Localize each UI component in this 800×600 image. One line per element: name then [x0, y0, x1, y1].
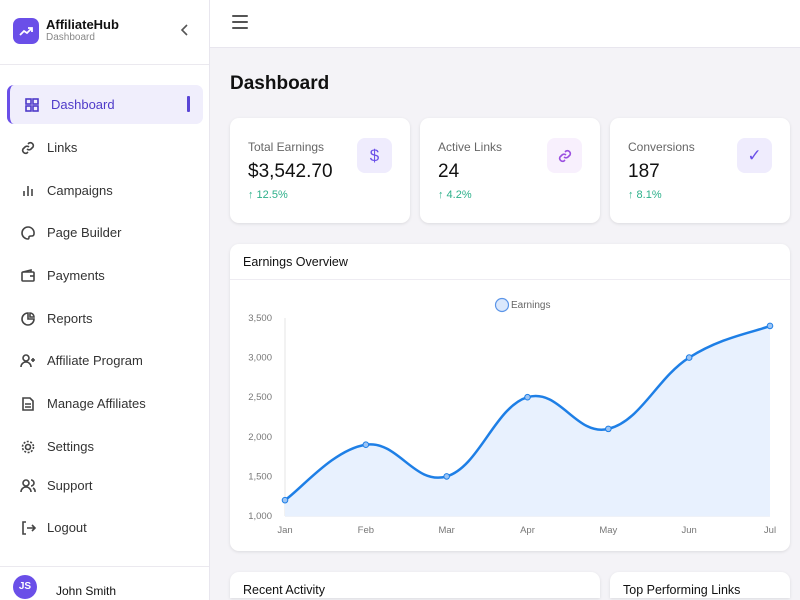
earnings-chart: 1,000 1,500 2,000 2,500 3,000 3,500 Jan Feb Mar A…	[248, 297, 776, 536]
bar-chart-icon	[23, 185, 33, 196]
users-icon	[20, 478, 36, 492]
active-indicator	[187, 96, 190, 112]
stat-change: ↑ 8.1%	[628, 189, 662, 201]
sidebar-item-reports[interactable]: Reports	[7, 299, 203, 338]
chevron-left-icon[interactable]	[178, 22, 192, 38]
stat-value: 24	[438, 161, 460, 182]
stat-card-conversions: Conversions 187 ↑ 8.1% ✓	[610, 118, 790, 223]
sidebar-item-affiliate-program[interactable]: Affiliate Program	[7, 341, 203, 380]
trending-up-icon	[13, 17, 39, 44]
series-area	[285, 325, 770, 516]
sidebar-item-label: Reports	[47, 311, 93, 326]
data-point	[362, 441, 370, 449]
link-icon	[547, 138, 582, 173]
sidebar-item-label: Links	[47, 140, 78, 155]
sidebar-item-logout[interactable]: Logout	[7, 508, 203, 547]
x-tick-label: May	[599, 525, 617, 536]
y-tick-label: 2,500	[248, 392, 272, 403]
data-point	[281, 496, 289, 504]
x-tick-label: Feb	[358, 525, 374, 536]
y-tick-label: 3,500	[248, 313, 272, 324]
pie-chart-icon	[21, 311, 35, 326]
sidebar-item-label: Campaigns	[47, 183, 113, 198]
data-point	[685, 354, 693, 361]
top-links-card: Top Performing Links	[610, 572, 790, 598]
sidebar: AffiliateHub Dashboard Dashboard Links Cam…	[0, 0, 210, 600]
divider	[0, 566, 209, 567]
stat-label: Total Earnings	[248, 140, 325, 154]
data-point	[443, 473, 450, 480]
sidebar-item-links[interactable]: Links	[7, 128, 203, 167]
card-title: Top Performing Links	[623, 583, 741, 597]
user-name: John Smith	[56, 584, 117, 598]
brand[interactable]: AffiliateHub Dashboard	[13, 17, 119, 44]
page-title: Dashboard	[230, 73, 330, 94]
x-tick-label: Jan	[277, 525, 292, 536]
sidebar-item-manage-affiliates[interactable]: Manage Affiliates	[7, 384, 203, 423]
menu-icon[interactable]	[232, 15, 248, 29]
data-point	[524, 393, 531, 401]
legend-label: Earnings	[511, 300, 550, 311]
stat-change: ↑ 12.5%	[248, 189, 288, 201]
sidebar-item-label: Logout	[47, 520, 87, 535]
sidebar-item-support[interactable]: Support	[7, 466, 203, 505]
topbar	[210, 0, 800, 48]
card-title: Recent Activity	[243, 583, 325, 597]
check-icon: ✓	[737, 138, 772, 173]
x-tick-label: Mar	[438, 525, 454, 536]
sidebar-item-label: Affiliate Program	[47, 353, 143, 368]
stat-card-total-earnings: Total Earnings $3,542.70 ↑ 12.5% $	[230, 118, 410, 223]
x-tick-label: Jun	[682, 525, 697, 536]
data-point	[766, 322, 774, 330]
y-tick-label: 1,000	[248, 511, 272, 522]
user-plus-icon	[20, 353, 35, 367]
divider	[230, 279, 790, 280]
sidebar-item-page-builder[interactable]: Page Builder	[7, 213, 203, 252]
divider	[0, 64, 209, 65]
x-tick-label: Apr	[520, 525, 535, 536]
stat-value: 187	[628, 161, 660, 182]
stat-value: $3,542.70	[248, 161, 333, 182]
palette-icon	[21, 225, 35, 240]
dollar-icon: $	[357, 138, 392, 173]
grid-icon	[25, 97, 39, 112]
stat-change: ↑ 4.2%	[438, 189, 472, 201]
brand-subtitle: Dashboard	[46, 32, 95, 43]
sidebar-item-campaigns[interactable]: Campaigns	[7, 171, 203, 210]
recent-activity-card: Recent Activity	[230, 572, 600, 598]
sidebar-item-dashboard[interactable]: Dashboard	[7, 85, 203, 124]
sidebar-item-label: Page Builder	[47, 225, 122, 240]
brand-name: AffiliateHub	[46, 17, 119, 32]
chart-title: Earnings Overview	[243, 255, 348, 269]
x-tick-label: Jul	[764, 525, 776, 536]
sidebar-item-label: Settings	[47, 439, 94, 454]
sidebar-item-label: Manage Affiliates	[47, 396, 146, 411]
document-icon	[22, 396, 34, 411]
earnings-chart-card: Earnings Overview 1,000 1,500 2,000 2,500 3,…	[230, 244, 790, 551]
y-tick-label: 2,000	[248, 432, 272, 443]
y-tick-label: 3,000	[248, 353, 272, 364]
gear-icon	[21, 440, 35, 453]
logout-icon	[22, 520, 36, 535]
stat-card-active-links: Active Links 24 ↑ 4.2%	[420, 118, 600, 223]
sidebar-item-settings[interactable]: Settings	[7, 427, 203, 466]
data-point	[605, 425, 612, 433]
y-tick-label: 1,500	[248, 471, 272, 482]
stat-label: Conversions	[628, 140, 695, 154]
sidebar-item-payments[interactable]: Payments	[7, 256, 203, 295]
legend-marker	[494, 297, 510, 313]
sidebar-item-label: Payments	[47, 268, 105, 283]
sidebar-item-label: Support	[47, 478, 93, 493]
avatar[interactable]: JS	[13, 575, 37, 599]
stat-label: Active Links	[438, 140, 503, 154]
wallet-icon	[21, 268, 35, 282]
link-icon	[21, 141, 35, 154]
sidebar-item-label: Dashboard	[51, 97, 115, 112]
